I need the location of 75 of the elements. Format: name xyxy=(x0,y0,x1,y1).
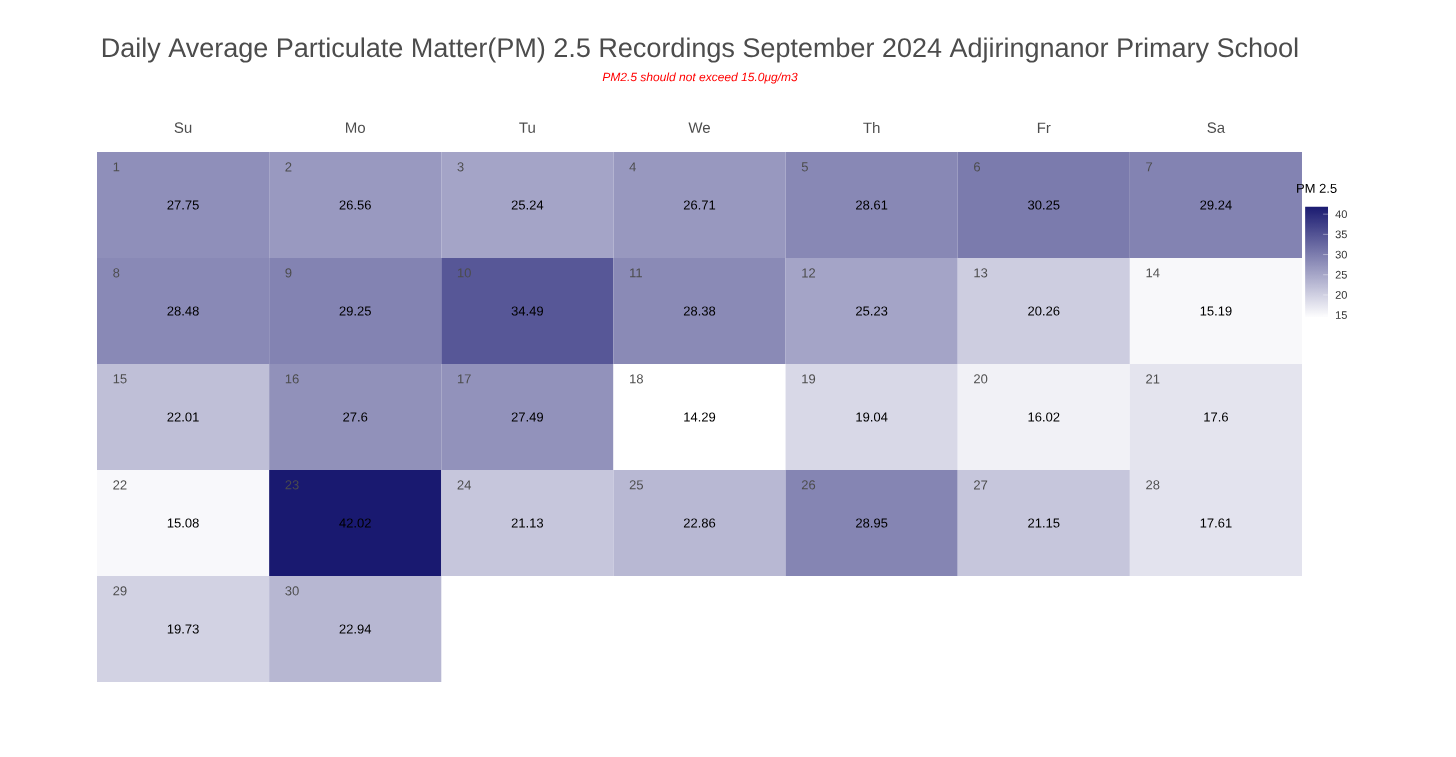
annotation: 7 xyxy=(1146,162,1153,172)
annotation: 8 xyxy=(113,268,120,278)
annotation: 11 xyxy=(630,268,642,278)
color-bar-label: 25 xyxy=(1335,270,1347,279)
annotation: 4 xyxy=(629,162,636,172)
data-label: 25.24 xyxy=(511,200,544,210)
data-label: 20.26 xyxy=(1028,306,1060,316)
data-label: 28.38 xyxy=(683,306,716,316)
annotation: 15 xyxy=(113,374,127,384)
data-label: 22.86 xyxy=(683,518,716,528)
data-label: 22.01 xyxy=(167,412,199,422)
data-label: 19.04 xyxy=(856,412,888,422)
x-tick-label: Th xyxy=(863,122,880,133)
chart-title: Daily Average Particulate Matter(PM) 2.5 Recordings September 2024 Adjiringnanor Primary School xyxy=(102,37,1298,63)
annotation: 2 xyxy=(285,162,292,172)
data-label: 29.24 xyxy=(1200,200,1232,210)
annotation: 20 xyxy=(974,374,988,384)
annotation: 3 xyxy=(457,162,464,172)
annotation: 17 xyxy=(457,374,471,384)
color-bar-label: 35 xyxy=(1335,230,1347,239)
data-label: 29.25 xyxy=(339,306,371,316)
annotation: 30 xyxy=(285,586,299,596)
data-label: 17.6 xyxy=(1204,412,1228,422)
chart-subtitle: PM2.5 should not exceed 15.0μg/m3 xyxy=(602,72,798,84)
data-label: 42.02 xyxy=(339,518,371,528)
data-label: 26.71 xyxy=(683,200,716,210)
data-label: 28.95 xyxy=(856,518,888,528)
x-tick-label: We xyxy=(688,122,710,133)
annotation: 26 xyxy=(801,480,816,490)
annotation: 21 xyxy=(1146,374,1160,384)
data-label: 28.48 xyxy=(167,306,199,316)
data-label: 19.73 xyxy=(167,624,199,634)
x-tick-label: Tu xyxy=(519,122,535,133)
color-bar-label: 30 xyxy=(1335,250,1347,259)
annotation: 5 xyxy=(801,162,808,172)
annotation: 13 xyxy=(974,268,988,278)
color-bar-title: PM 2.5 xyxy=(1297,183,1337,193)
annotation: 12 xyxy=(802,268,816,278)
annotation: 6 xyxy=(974,162,981,172)
annotation: 22 xyxy=(113,480,127,490)
data-label: 27.49 xyxy=(511,412,544,422)
annotation: 16 xyxy=(285,374,299,384)
color-bar-label: 15 xyxy=(1336,311,1347,319)
data-label: 22.94 xyxy=(339,624,372,634)
x-tick-label: Mo xyxy=(346,122,366,133)
annotation: 28 xyxy=(1146,480,1160,490)
data-label: 16.02 xyxy=(1028,412,1060,422)
data-label: 26.56 xyxy=(339,200,371,210)
data-label: 25.23 xyxy=(856,306,888,316)
annotation: 19 xyxy=(802,374,816,384)
x-tick-label: Sa xyxy=(1207,122,1226,133)
annotation: 14 xyxy=(1146,268,1160,278)
data-label: 27.75 xyxy=(167,200,199,210)
data-label: 30.25 xyxy=(1028,200,1060,210)
data-label: 28.61 xyxy=(856,200,888,210)
data-label: 27.6 xyxy=(343,412,368,422)
data-label: 17.61 xyxy=(1200,518,1232,528)
data-label: 21.13 xyxy=(511,518,544,528)
data-label: 15.19 xyxy=(1200,306,1232,316)
data-label: 15.08 xyxy=(167,518,199,528)
annotation: 29 xyxy=(113,586,127,596)
x-tick-label: Su xyxy=(174,122,192,133)
data-label: 14.29 xyxy=(684,412,716,422)
data-label: 34.49 xyxy=(511,306,544,316)
annotation: 1 xyxy=(113,162,120,172)
color-bar-label: 20 xyxy=(1335,291,1347,299)
annotation: 25 xyxy=(629,480,644,490)
annotation: 24 xyxy=(457,480,472,490)
data-label: 21.15 xyxy=(1028,518,1060,528)
annotation: 10 xyxy=(457,268,471,278)
annotation: 27 xyxy=(974,480,988,490)
annotation: 9 xyxy=(285,268,292,278)
color-bar-label: 40 xyxy=(1335,210,1347,219)
annotation: 18 xyxy=(630,374,643,384)
x-tick-label: Fr xyxy=(1037,122,1051,133)
